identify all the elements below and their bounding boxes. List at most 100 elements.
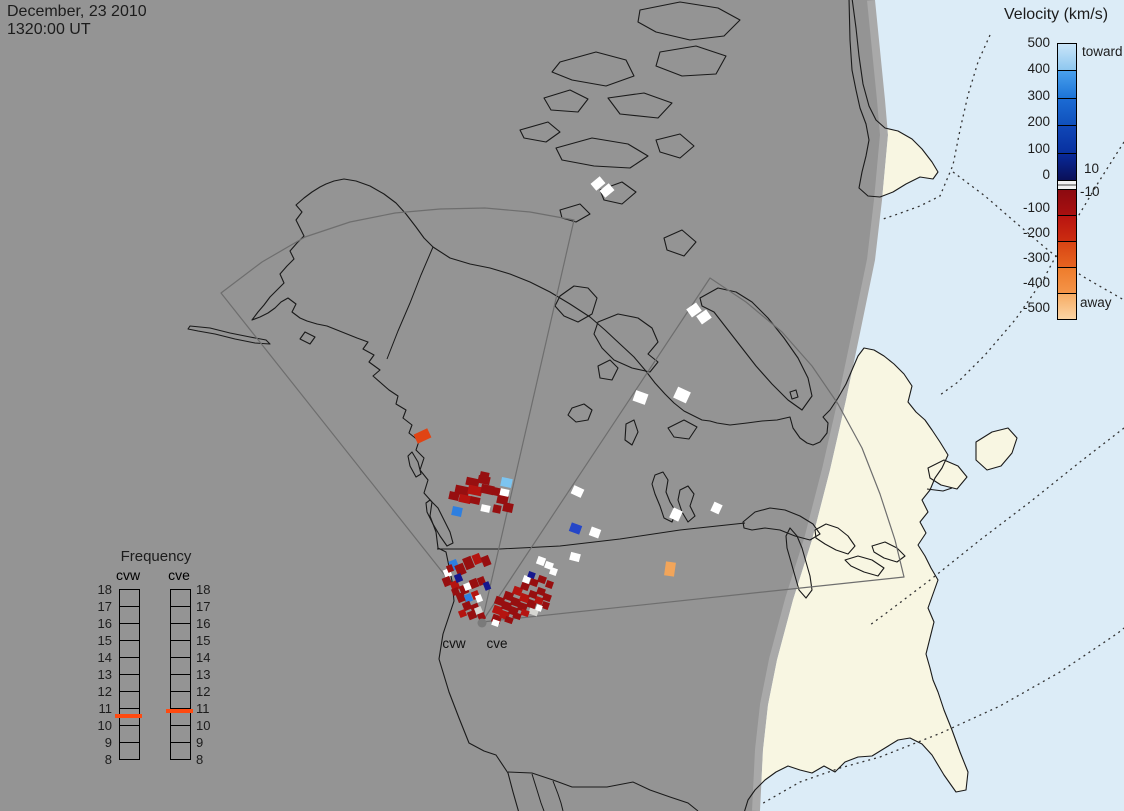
velocity-tick-label: 300 [1027, 87, 1050, 103]
echo-cell [466, 609, 478, 621]
echo-cell [534, 595, 544, 606]
echo-cell [568, 522, 583, 535]
frequency-bar-cell [171, 709, 190, 726]
gap-lower-label: -10 [1080, 184, 1100, 199]
echo-cell [502, 502, 514, 513]
radar-fov-outlines [220, 207, 905, 623]
echo-cell [473, 605, 484, 616]
echo-cell [512, 611, 522, 621]
frequency-tick-label: 12 [196, 684, 211, 699]
frequency-bar-cell [171, 658, 190, 675]
velocity-tick-label: 500 [1027, 35, 1050, 50]
echo-cell [463, 592, 474, 604]
frequency-bar-cvw [119, 589, 140, 760]
frequency-tick-label: 14 [97, 650, 112, 665]
echo-cell [500, 476, 513, 489]
frequency-bar-cell [120, 624, 139, 641]
frequency-column-label: cve [168, 567, 190, 583]
gap-upper-label: 10 [1084, 161, 1100, 176]
frequency-tick-label: 12 [97, 684, 112, 699]
frequency-tick-label: 13 [196, 667, 211, 682]
frequency-bar-cell [120, 692, 139, 709]
frequency-bar-cell [171, 590, 190, 607]
echo-cell [525, 598, 538, 610]
echo-cell [445, 564, 455, 573]
echo-cell [448, 491, 460, 501]
frequency-tick-label: 17 [97, 599, 112, 614]
colorbar-segment [1058, 98, 1076, 127]
colorbar-segment [1058, 267, 1076, 294]
echo-cell [469, 496, 481, 505]
frequency-bar-cell [120, 675, 139, 692]
echo-cell [451, 506, 463, 517]
echo-cell [528, 589, 538, 600]
echo-cell [453, 572, 464, 584]
echo-cell [545, 580, 554, 589]
echo-cell [455, 591, 467, 604]
velocity-tick-label: 100 [1027, 140, 1050, 156]
echo-cell [493, 595, 506, 607]
echo-cell [516, 601, 529, 613]
frequency-bar-cell [120, 709, 139, 726]
echo-cell [502, 590, 515, 602]
echo-cell [492, 504, 502, 514]
echo-cell [496, 493, 509, 506]
frequency-marker-cvw [115, 713, 142, 718]
echo-cell [500, 600, 513, 612]
frequency-tick-label: 15 [97, 633, 112, 648]
echo-cell [518, 592, 531, 604]
echo-cell [542, 592, 552, 603]
toward-label: toward [1082, 44, 1123, 59]
echo-cell [520, 608, 530, 618]
colorbar-segment [1058, 71, 1076, 99]
frequency-tick-label: 11 [98, 701, 113, 716]
echo-cell [441, 575, 453, 588]
echo-cell [461, 600, 473, 612]
colorbar-segment [1058, 153, 1076, 181]
frequency-tick-label: 10 [196, 718, 211, 733]
velocity-tick-label: -100 [1022, 200, 1050, 215]
colorbar-zero-gap [1058, 180, 1076, 190]
frequency-tick-label: 8 [196, 752, 204, 767]
magnetic-grid [760, 34, 1124, 807]
frequency-bar-cell [120, 658, 139, 675]
echo-cell [457, 608, 468, 619]
echo-cell [541, 601, 550, 610]
velocity-colorbar [1057, 43, 1077, 320]
frequency-bar-cell [120, 607, 139, 624]
echo-cell [480, 504, 491, 513]
colorbar-segment [1058, 44, 1076, 72]
frequency-tick-label: 13 [97, 667, 112, 682]
frequency-column-label: cvw [115, 567, 141, 583]
echo-cell [491, 604, 504, 616]
echo-cell [468, 577, 480, 590]
echo-cell [480, 483, 495, 496]
frequency-bar-cell [171, 641, 190, 658]
echo-cell [413, 428, 432, 444]
velocity-tick-label: 400 [1027, 61, 1050, 77]
frequency-tick-label: 14 [196, 650, 211, 665]
frequency-bar-cell [120, 590, 139, 607]
velocity-legend-title: Velocity (km/s) [1004, 6, 1109, 23]
echo-cell [467, 484, 483, 497]
echo-cell [491, 618, 500, 628]
colorbar-segment [1058, 215, 1076, 242]
echo-cell [499, 488, 510, 497]
echo-cell [465, 476, 480, 488]
radar-site-dot [477, 618, 487, 628]
frequency-tick-label: 15 [196, 633, 211, 648]
frequency-tick-label: 17 [196, 599, 211, 614]
frequency-tick-label: 18 [97, 582, 112, 597]
velocity-tick-label: 200 [1027, 114, 1050, 130]
echo-cell [476, 611, 487, 622]
velocity-tick-label: -500 [1022, 300, 1050, 315]
colorbar-segment [1058, 241, 1076, 268]
echo-cell [482, 581, 492, 591]
echo-cell [529, 577, 539, 588]
frequency-tick-label: 9 [104, 735, 112, 750]
echo-cell [527, 570, 536, 580]
echo-cell [520, 581, 530, 592]
echo-cell [570, 485, 585, 498]
frequency-bar-cell [171, 743, 190, 759]
